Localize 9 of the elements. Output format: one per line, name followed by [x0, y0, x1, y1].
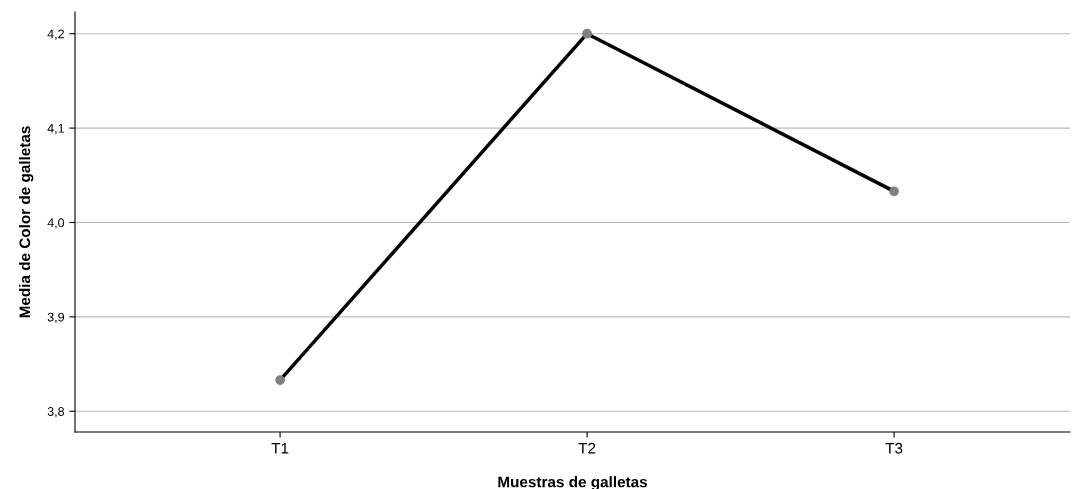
x-tick-label: T3	[885, 442, 903, 454]
y-tick-label: 3,9	[47, 312, 64, 323]
y-axis-title: Media de Color de galletas	[19, 126, 34, 318]
x-tick-label: T2	[578, 442, 596, 454]
y-tick-label: 4,2	[47, 29, 64, 40]
x-tick-label: T1	[271, 442, 289, 454]
y-tick-label: 3,8	[47, 407, 65, 418]
y-tick-label: 4,0	[47, 218, 65, 229]
y-tick-label: 4,1	[47, 124, 64, 135]
